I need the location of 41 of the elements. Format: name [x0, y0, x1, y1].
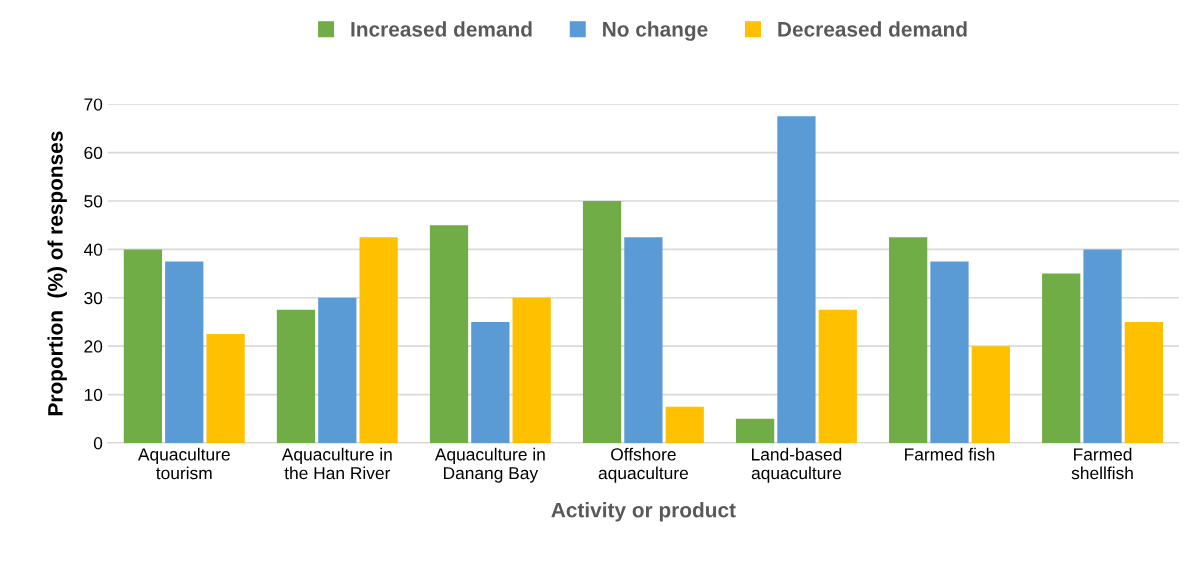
bar	[665, 406, 704, 443]
bar	[471, 321, 510, 443]
bar	[206, 334, 245, 443]
x-tick-label: Farmed fish	[905, 447, 995, 461]
bar	[123, 249, 163, 443]
y-tick-label: 0	[93, 437, 103, 450]
y-tick-label: 50	[84, 195, 103, 208]
bar	[624, 237, 663, 443]
bar	[359, 237, 398, 443]
legend-label: Increased demand	[351, 21, 532, 37]
bar	[582, 201, 622, 443]
y-tick-label: 70	[84, 98, 103, 111]
x-axis-title: Activity or product	[551, 502, 736, 522]
bar	[276, 309, 316, 443]
y-tick-label: 60	[84, 146, 103, 160]
bar	[735, 418, 775, 443]
y-tick-label: 20	[84, 340, 103, 353]
bar	[512, 297, 551, 443]
bar	[1124, 321, 1163, 443]
x-tick-label: Land-based aquaculture	[751, 447, 842, 483]
bar	[318, 297, 357, 443]
bar	[971, 346, 1010, 443]
x-tick-label: Farmed shellfish	[1071, 447, 1133, 480]
x-tick-label: Offshore aquaculture	[598, 447, 688, 483]
bar	[889, 237, 928, 443]
bar	[818, 309, 857, 443]
legend-label: Decreased demand	[778, 21, 967, 37]
bar	[1042, 273, 1081, 443]
bar	[429, 225, 469, 443]
bar	[1083, 249, 1122, 443]
y-tick-label: 40	[83, 243, 103, 256]
bar	[165, 261, 204, 443]
bar	[930, 261, 969, 443]
x-tick-label: Aquaculture in Danang Bay	[434, 447, 545, 483]
y-tick-label: 10	[84, 388, 103, 402]
x-tick-label: Aquaculture in the Han River	[281, 447, 392, 480]
bar	[777, 116, 816, 443]
legend-label: No change	[603, 21, 708, 41]
x-tick-label: Aquaculture tourism	[137, 447, 230, 480]
y-axis-title: Proportion (%) of responses	[47, 131, 67, 416]
y-tick-label: 30	[84, 291, 103, 305]
